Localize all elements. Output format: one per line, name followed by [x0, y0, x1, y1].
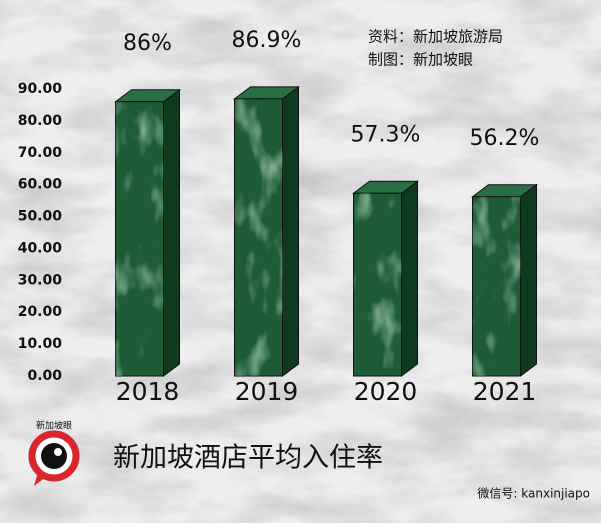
- source-note: 资料：新加坡旅游局: [368, 28, 503, 46]
- bar: [115, 101, 164, 377]
- y-tick-label: 60.00: [18, 177, 63, 193]
- y-tick-label: 90.00: [18, 81, 63, 97]
- y-tick-label: 70.00: [18, 145, 63, 161]
- y-tick-label: 20.00: [18, 304, 63, 320]
- logo-eye: [41, 443, 67, 469]
- value-label: 56.2%: [470, 126, 540, 151]
- bar-side: [520, 183, 537, 377]
- x-tick-label: 2018: [116, 377, 180, 406]
- y-tick-label: 0.00: [27, 368, 62, 384]
- bar: [353, 192, 402, 377]
- logo-text: 新加坡眼: [36, 420, 72, 432]
- value-label: 86.9%: [232, 28, 302, 53]
- y-tick-label: 30.00: [18, 272, 63, 288]
- x-tick-label: 2021: [473, 377, 537, 406]
- x-tick-label: 2019: [235, 377, 299, 406]
- value-label: 57.3%: [351, 122, 421, 147]
- credit-note: 制图：新加坡眼: [368, 51, 473, 69]
- y-tick-label: 80.00: [18, 113, 63, 129]
- logo-glint: [54, 448, 62, 456]
- bar-side: [163, 88, 180, 377]
- watermark: 微信号: kanxinjiapo: [477, 487, 590, 501]
- logo: 新加坡眼: [28, 420, 80, 486]
- value-label: 86%: [123, 31, 172, 56]
- y-tick-label: 50.00: [18, 209, 63, 225]
- logo-tail: [34, 472, 46, 486]
- bar-side: [401, 180, 418, 377]
- bar: [472, 196, 521, 377]
- bar-side: [282, 85, 299, 377]
- chart-title: 新加坡酒店平均入住率: [113, 443, 383, 474]
- bar: [234, 98, 283, 377]
- x-tick-label: 2020: [354, 377, 418, 406]
- y-tick-label: 10.00: [18, 336, 63, 352]
- y-tick-label: 40.00: [18, 240, 63, 256]
